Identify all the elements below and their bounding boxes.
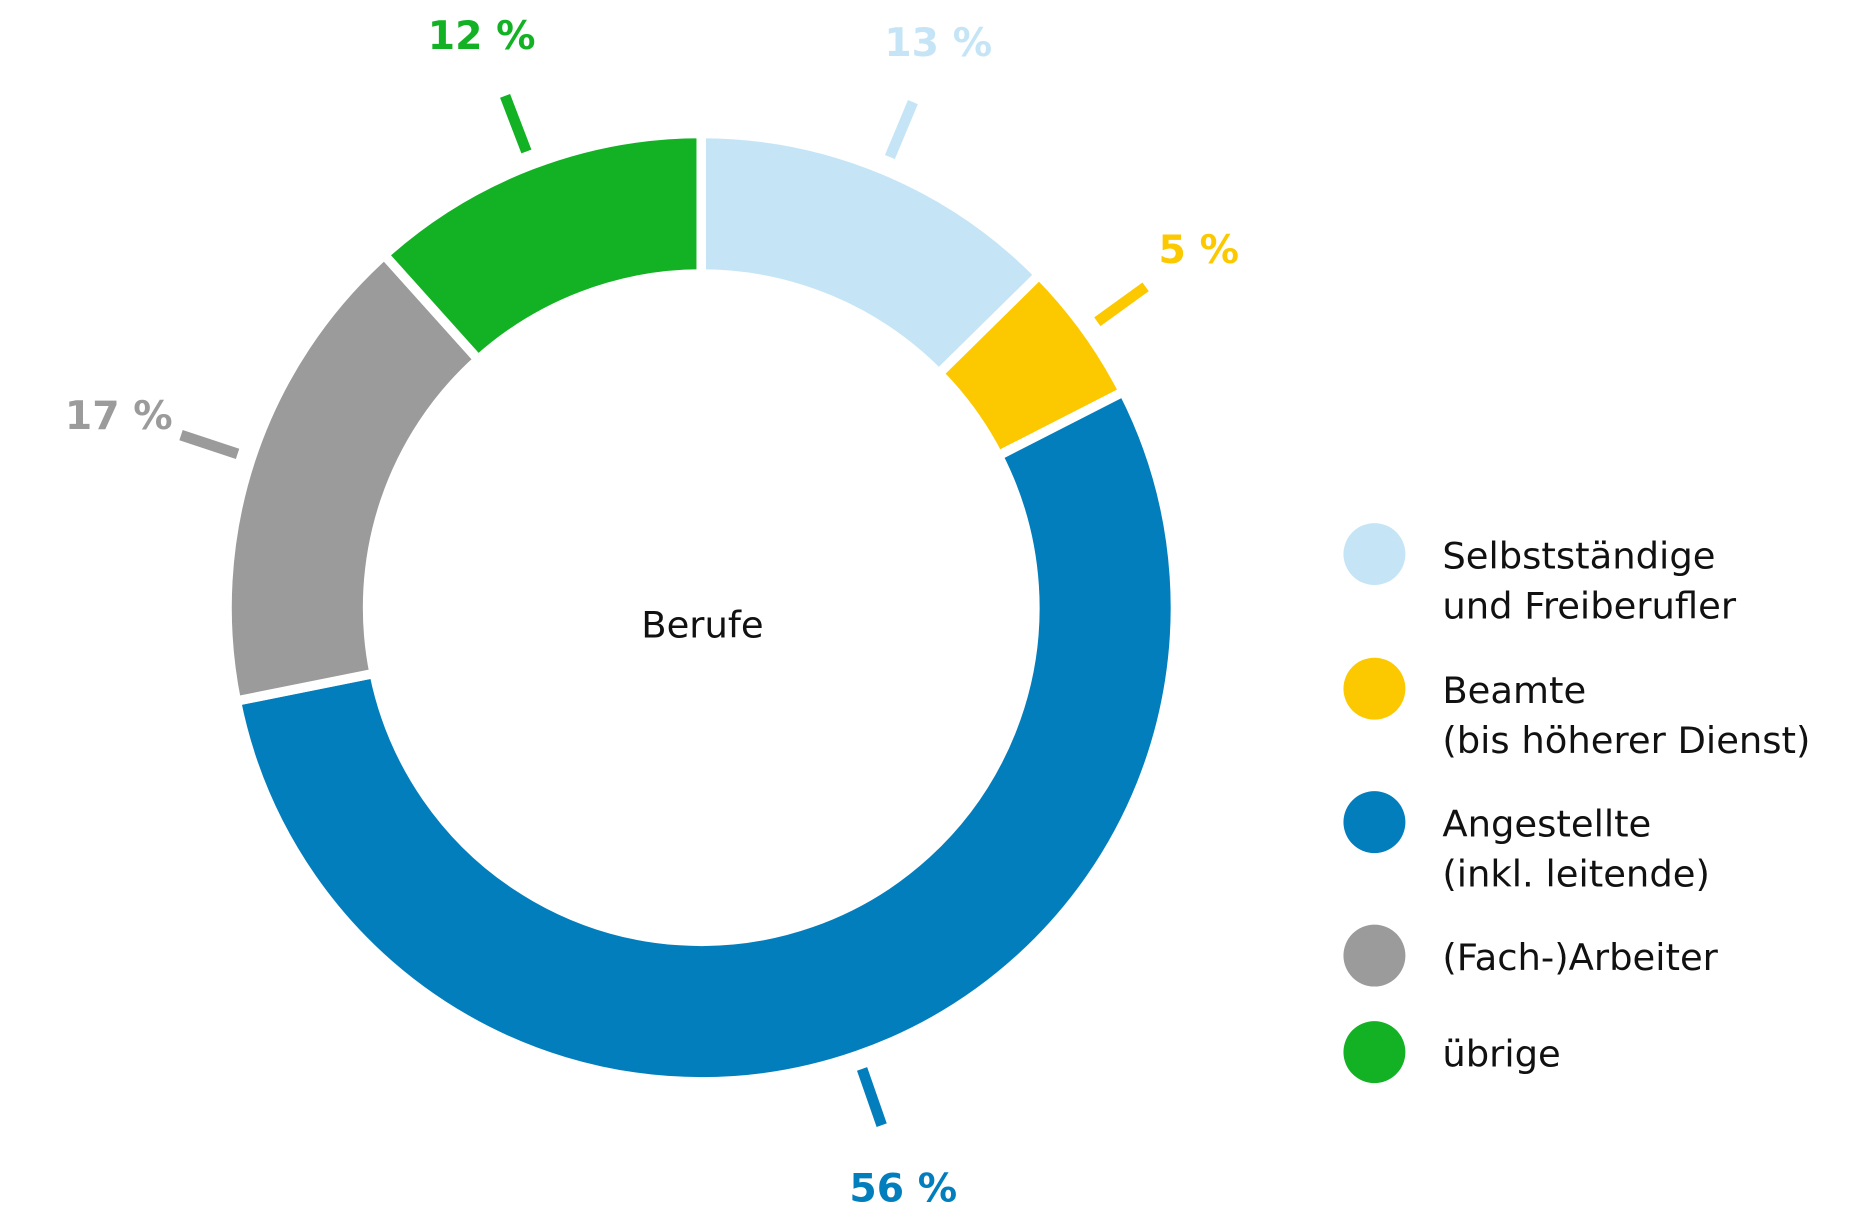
- legend-label: (bis höherer Dienst): [1442, 719, 1810, 762]
- legend-item-4: übrige: [1343, 1021, 1561, 1084]
- label-tick-3: [179, 430, 240, 459]
- value-label-4: 12 %: [428, 14, 536, 59]
- label-tick-1: [1094, 282, 1149, 327]
- center-label: Berufe: [641, 603, 763, 646]
- slice-3: [222, 248, 485, 707]
- legend-label: und Freiberufler: [1442, 584, 1737, 627]
- legend-label: übrige: [1442, 1032, 1560, 1075]
- legend-swatch: [1343, 791, 1406, 854]
- value-label-3: 17 %: [65, 394, 173, 439]
- legend-swatch: [1343, 1021, 1406, 1084]
- legend-swatch: [1343, 924, 1406, 987]
- value-label-1: 5 %: [1159, 228, 1239, 273]
- legend-swatch: [1343, 523, 1406, 586]
- label-tick-0: [884, 100, 918, 160]
- slice-4: [377, 128, 706, 367]
- value-labels: 13 % 5 % 56 % 17 % 12 %: [65, 14, 1239, 1211]
- legend-item-3: (Fach-)Arbeiter: [1343, 924, 1719, 987]
- legend-label: (inkl. leitende): [1442, 852, 1710, 895]
- value-label-0: 13 %: [884, 21, 992, 66]
- legend-item-2: Angestellte (inkl. leitende): [1343, 791, 1710, 895]
- value-label-2: 56 %: [849, 1166, 957, 1211]
- legend-item-1: Beamte (bis höherer Dienst): [1343, 657, 1810, 762]
- label-tick-4: [500, 93, 532, 154]
- legend-label: Selbstständige: [1442, 534, 1715, 577]
- legend-item-0: Selbstständige und Freiberufler: [1343, 523, 1737, 627]
- label-tick-2: [857, 1067, 887, 1127]
- slice-2: [230, 385, 1181, 1087]
- legend: Selbstständige und Freiberufler Beamte (bis…: [1343, 523, 1810, 1084]
- legend-label: Beamte: [1442, 669, 1586, 712]
- legend-swatch: [1343, 657, 1406, 720]
- donut-slices: [222, 128, 1181, 1087]
- legend-label: Angestellte: [1442, 802, 1651, 845]
- legend-label: (Fach-)Arbeiter: [1442, 936, 1718, 979]
